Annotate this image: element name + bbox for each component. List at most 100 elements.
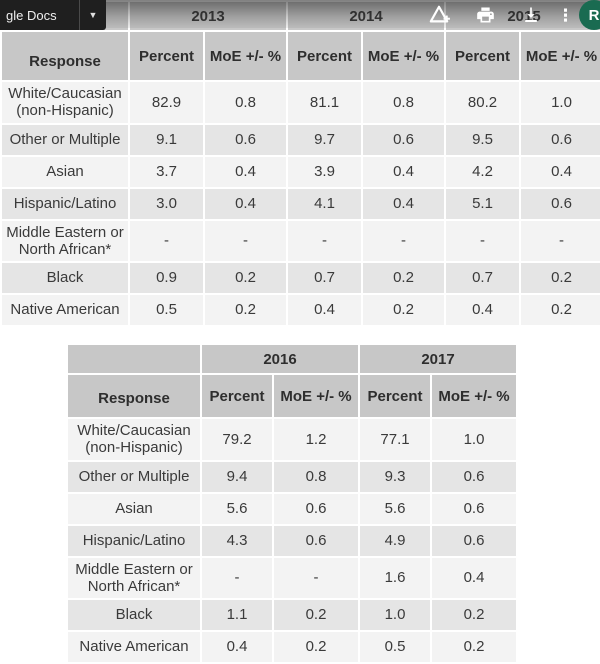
toolbar-actions: ⋮ R — [427, 0, 600, 30]
data-cell: 3.9 — [286, 154, 363, 189]
download-icon[interactable] — [519, 3, 543, 27]
table-row: Other or Multiple 9.1 0.6 9.7 0.6 9.5 0.6 — [0, 122, 600, 157]
data-cell: 0.7 — [286, 261, 363, 295]
row-label-cell: Hispanic/Latino — [0, 186, 130, 221]
column-header-cell: MoE +/- % — [203, 30, 288, 82]
data-cell: 0.4 — [361, 154, 446, 189]
table-row: Black 0.9 0.2 0.7 0.2 0.7 0.2 — [0, 261, 600, 295]
data-cell: 0.6 — [519, 186, 600, 221]
data-cell: 4.2 — [444, 154, 521, 189]
data-cell: 3.7 — [128, 154, 205, 189]
data-cell: 0.4 — [430, 555, 518, 600]
data-cell: 0.2 — [430, 598, 518, 632]
data-cell: 0.2 — [272, 598, 360, 632]
data-cell: 0.4 — [361, 186, 446, 221]
column-header-row: Response Percent MoE +/- % Percent MoE +/- % — [66, 373, 518, 419]
data-cell: 1.0 — [519, 80, 600, 125]
row-label-cell: Middle Eastern or North African* — [66, 555, 202, 600]
data-cell: 0.8 — [203, 80, 288, 125]
data-cell: 82.9 — [128, 80, 205, 125]
column-header-cell: Percent — [444, 30, 521, 82]
row-label-cell: Middle Eastern or North African* — [0, 218, 130, 263]
data-cell: 0.4 — [203, 186, 288, 221]
table-row: Hispanic/Latino 3.0 0.4 4.1 0.4 5.1 0.6 — [0, 186, 600, 221]
data-cell: 0.8 — [272, 459, 360, 494]
data-cell: 3.0 — [128, 186, 205, 221]
corner-cell — [66, 343, 202, 375]
table-row: Native American 0.4 0.2 0.5 0.2 — [66, 630, 518, 664]
data-cell: 0.2 — [361, 261, 446, 295]
response-header-cell: Response — [0, 30, 130, 82]
data-cell: 0.2 — [519, 293, 600, 327]
table-row: Asian 3.7 0.4 3.9 0.4 4.2 0.4 — [0, 154, 600, 189]
table-row: Other or Multiple 9.4 0.8 9.3 0.6 — [66, 459, 518, 494]
column-header-cell: MoE +/- % — [361, 30, 446, 82]
column-header-cell: MoE +/- % — [519, 30, 600, 82]
table-row: Hispanic/Latino 4.3 0.6 4.9 0.6 — [66, 523, 518, 558]
row-label-cell: Other or Multiple — [66, 459, 202, 494]
data-cell: 0.4 — [203, 154, 288, 189]
data-cell: 4.9 — [358, 523, 432, 558]
app-title-dropdown[interactable]: gle Docs ▼ — [0, 0, 106, 30]
print-icon[interactable] — [473, 3, 497, 27]
table-row: Native American 0.5 0.2 0.4 0.2 0.4 0.2 — [0, 293, 600, 327]
row-label-cell: Native American — [66, 630, 202, 664]
data-cell: 0.7 — [444, 261, 521, 295]
table-row: Asian 5.6 0.6 5.6 0.6 — [66, 491, 518, 526]
data-cell: 0.6 — [361, 122, 446, 157]
data-cell: 0.5 — [358, 630, 432, 664]
data-cell: 0.4 — [200, 630, 274, 664]
data-cell: 0.6 — [430, 459, 518, 494]
data-cell: 5.1 — [444, 186, 521, 221]
data-cell: - — [200, 555, 274, 600]
data-cell: 9.7 — [286, 122, 363, 157]
column-header-cell: Percent — [286, 30, 363, 82]
data-cell: 80.2 — [444, 80, 521, 125]
column-header-cell: Percent — [200, 373, 274, 419]
table-row: Middle Eastern or North African* - - - - - - — [0, 218, 600, 263]
data-cell: - — [444, 218, 521, 263]
data-cell: 81.1 — [286, 80, 363, 125]
data-cell: 0.9 — [128, 261, 205, 295]
data-cell: - — [519, 218, 600, 263]
data-cell: 9.1 — [128, 122, 205, 157]
column-header-row: Response Percent MoE +/- % Percent MoE +/- %… — [0, 30, 600, 82]
column-header-cell: MoE +/- % — [272, 373, 360, 419]
data-cell: 4.1 — [286, 186, 363, 221]
data-cell: 0.4 — [444, 293, 521, 327]
data-cell: 77.1 — [358, 417, 432, 462]
year-header-row: 2016 2017 — [66, 343, 518, 375]
data-cell: 5.6 — [358, 491, 432, 526]
user-avatar[interactable]: R — [579, 0, 600, 30]
data-cell: 0.2 — [430, 630, 518, 664]
overflow-menu-icon[interactable]: ⋮ — [557, 5, 574, 25]
row-label-cell: Black — [66, 598, 202, 632]
year-header-cell: 2016 — [200, 343, 360, 375]
data-cell: 4.3 — [200, 523, 274, 558]
data-cell: 1.0 — [430, 417, 518, 462]
data-cell: 5.6 — [200, 491, 274, 526]
drive-add-icon[interactable] — [427, 3, 451, 27]
data-cell: 0.6 — [272, 491, 360, 526]
data-cell: 0.6 — [519, 122, 600, 157]
row-label-cell: Native American — [0, 293, 130, 327]
data-cell: 79.2 — [200, 417, 274, 462]
data-cell: - — [361, 218, 446, 263]
data-cell: 0.6 — [272, 523, 360, 558]
row-label-cell: Asian — [66, 491, 202, 526]
data-cell: 0.6 — [203, 122, 288, 157]
data-cell: - — [272, 555, 360, 600]
chevron-down-icon[interactable]: ▼ — [88, 10, 98, 20]
table-row: Black 1.1 0.2 1.0 0.2 — [66, 598, 518, 632]
data-cell: 1.6 — [358, 555, 432, 600]
row-label-cell: Other or Multiple — [0, 122, 130, 157]
column-header-cell: Percent — [358, 373, 432, 419]
row-label-cell: Asian — [0, 154, 130, 189]
data-cell: 0.6 — [430, 523, 518, 558]
table-row: Middle Eastern or North African* - -1.6 0.4 — [66, 555, 518, 600]
app-title: gle Docs — [6, 7, 57, 23]
data-cell: 9.5 — [444, 122, 521, 157]
data-cell: 0.8 — [361, 80, 446, 125]
demographics-table-2013-2015: 201320142015ResponsePercentMoE +/- %Perc… — [0, 0, 600, 327]
